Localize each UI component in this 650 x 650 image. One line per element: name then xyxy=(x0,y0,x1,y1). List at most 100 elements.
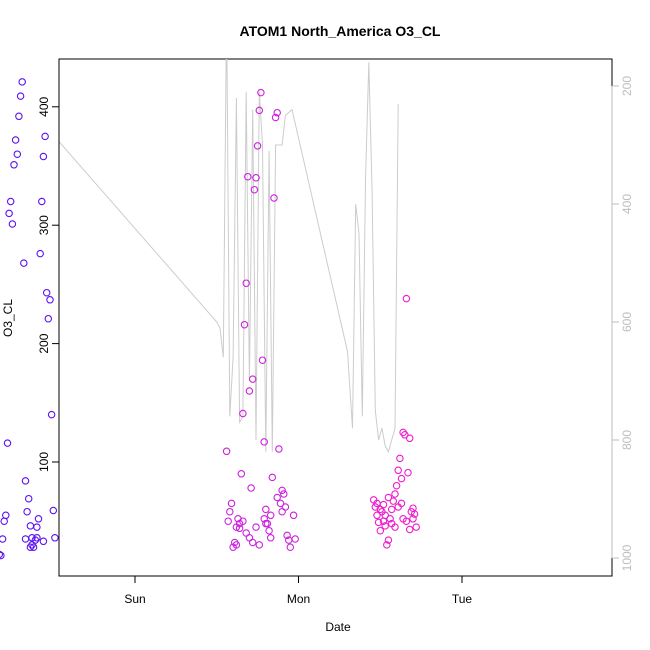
data-point xyxy=(38,197,46,206)
data-point xyxy=(394,466,402,475)
y-tick-label: 100 xyxy=(37,452,51,472)
data-point xyxy=(18,78,26,86)
data-point xyxy=(280,490,288,498)
data-point xyxy=(11,136,20,144)
data-point xyxy=(289,511,298,520)
data-point xyxy=(224,517,232,525)
data-point xyxy=(271,113,280,122)
data-point xyxy=(247,484,255,492)
y-right-tick-label: 1000 xyxy=(620,544,634,571)
data-point xyxy=(286,543,295,551)
data-point xyxy=(379,517,388,525)
data-point xyxy=(404,468,412,477)
points-layer xyxy=(0,78,420,560)
data-point xyxy=(268,473,277,482)
data-point xyxy=(24,494,33,503)
data-point xyxy=(47,410,56,419)
y-tick-label: 200 xyxy=(37,333,51,353)
data-point xyxy=(276,499,285,508)
data-point xyxy=(235,524,244,533)
data-point xyxy=(260,438,268,446)
data-point xyxy=(374,518,383,527)
data-point xyxy=(26,543,35,551)
data-point xyxy=(255,541,264,549)
data-point xyxy=(2,511,10,520)
data-point xyxy=(20,259,28,267)
data-point xyxy=(384,536,393,544)
data-point xyxy=(239,517,247,525)
data-point xyxy=(376,505,385,514)
data-point xyxy=(262,519,270,528)
data-point xyxy=(227,499,236,508)
data-point xyxy=(39,537,48,546)
data-point xyxy=(21,477,30,485)
data-point xyxy=(34,515,43,523)
y-axis-right: 200 400 600 800 1000 xyxy=(611,76,634,571)
data-point xyxy=(258,356,267,364)
data-point xyxy=(36,249,44,258)
data-point xyxy=(49,506,58,515)
y-tick-label: 300 xyxy=(37,215,51,235)
data-point xyxy=(265,526,273,535)
data-point xyxy=(405,434,414,443)
data-point xyxy=(412,523,420,531)
data-point xyxy=(275,445,283,453)
data-point xyxy=(291,535,299,543)
data-point xyxy=(262,505,270,514)
data-point xyxy=(402,294,411,303)
y-right-tick-label: 800 xyxy=(620,430,634,450)
data-point xyxy=(33,523,41,531)
data-point xyxy=(8,220,17,228)
data-point xyxy=(245,387,254,395)
data-point xyxy=(387,505,396,514)
x-tick-label: Tue xyxy=(452,592,473,606)
data-point xyxy=(270,194,278,202)
data-point xyxy=(278,486,286,495)
data-point xyxy=(15,112,23,121)
data-point xyxy=(0,550,4,559)
data-point xyxy=(232,541,241,549)
data-point xyxy=(373,499,381,508)
data-point xyxy=(376,526,385,535)
y-right-tick-label: 200 xyxy=(620,76,634,96)
data-point xyxy=(253,142,262,150)
data-point xyxy=(248,375,257,383)
data-point xyxy=(392,481,401,490)
data-point xyxy=(391,523,399,531)
x-axis: Sun Mon Tue xyxy=(124,576,472,606)
data-point xyxy=(252,174,260,182)
data-point xyxy=(386,515,394,523)
y-tick-label: 400 xyxy=(37,96,51,116)
data-point xyxy=(242,279,250,287)
data-point xyxy=(10,161,18,169)
data-point xyxy=(33,534,41,542)
data-point xyxy=(409,515,417,523)
x-axis-label: Date xyxy=(325,620,351,634)
plot-frame xyxy=(58,58,613,577)
data-point xyxy=(391,490,399,498)
data-point xyxy=(237,470,246,478)
data-point xyxy=(401,431,409,439)
data-point xyxy=(23,507,31,516)
data-point xyxy=(273,493,281,502)
data-point xyxy=(3,439,12,447)
data-point xyxy=(260,515,268,523)
data-point xyxy=(273,108,281,117)
data-point xyxy=(250,185,259,194)
data-point xyxy=(51,534,59,542)
data-point xyxy=(397,474,406,483)
data-point xyxy=(226,507,234,516)
data-point xyxy=(0,551,5,560)
data-point xyxy=(222,447,231,456)
data-point xyxy=(42,288,51,297)
y-axis-left: 100 200 300 400 xyxy=(37,96,60,472)
data-point xyxy=(46,296,54,304)
data-point xyxy=(409,504,417,512)
data-point xyxy=(255,106,264,115)
data-point xyxy=(244,172,252,181)
data-point xyxy=(39,152,48,161)
chart-title: ATOM1 North_America O3_CL xyxy=(240,23,441,39)
data-point xyxy=(0,535,7,543)
series-line xyxy=(59,59,399,454)
